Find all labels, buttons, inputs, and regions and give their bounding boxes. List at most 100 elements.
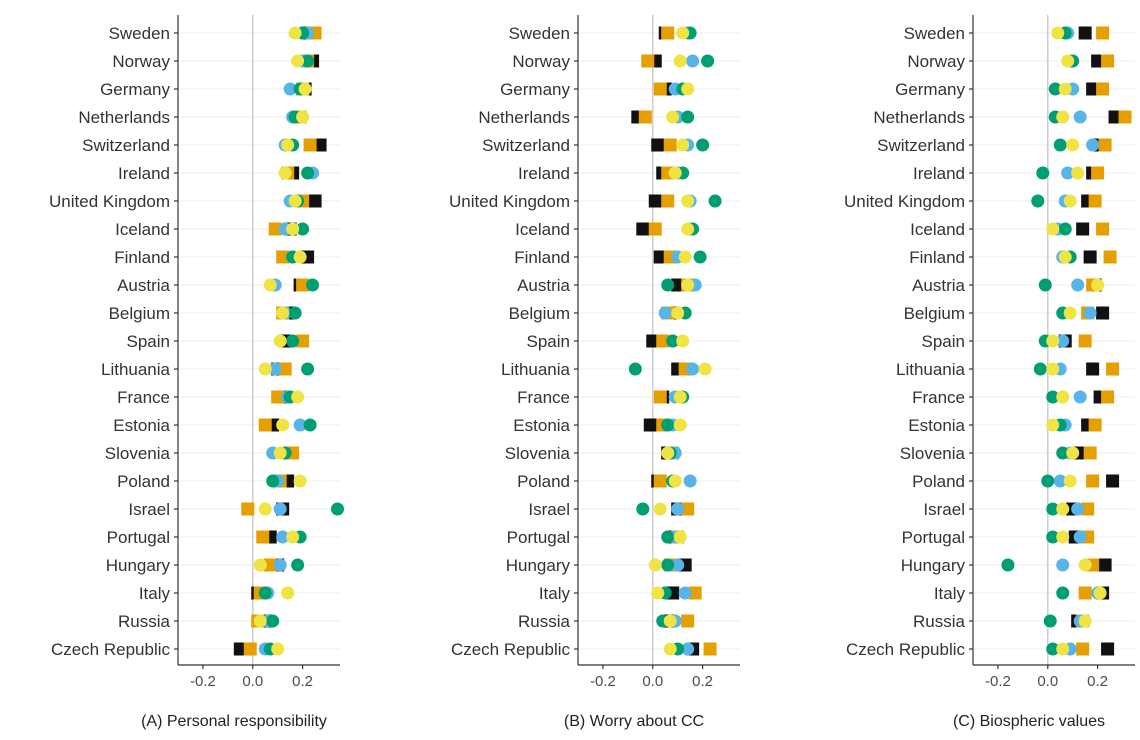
marker-black-square [1078, 26, 1092, 40]
country-label: Ireland [518, 164, 570, 183]
marker-green-circle [696, 138, 710, 152]
marker-yellow-circle [651, 586, 665, 600]
marker-orange-square [278, 362, 292, 376]
country-label: United Kingdom [49, 192, 170, 211]
x-tick-label: 0.2 [1087, 673, 1108, 690]
marker-yellow-circle [288, 26, 302, 40]
marker-orange-square [688, 586, 702, 600]
marker-blue-circle [678, 586, 692, 600]
country-label: Hungary [106, 556, 171, 575]
marker-orange-square [641, 54, 655, 68]
marker-green-circle [1053, 138, 1067, 152]
marker-orange-square [1078, 334, 1092, 348]
marker-yellow-circle [1046, 334, 1060, 348]
marker-yellow-circle [663, 614, 677, 628]
marker-yellow-circle [278, 166, 292, 180]
marker-yellow-circle [673, 54, 687, 68]
marker-yellow-circle [673, 530, 687, 544]
marker-blue-circle [276, 530, 290, 544]
marker-black-square [313, 138, 327, 152]
marker-orange-square [1096, 82, 1110, 96]
marker-yellow-circle [298, 82, 312, 96]
panel-caption: (C) Biospheric values [953, 713, 1105, 730]
marker-yellow-circle [1066, 138, 1080, 152]
marker-blue-circle [1056, 334, 1070, 348]
marker-green-circle [1056, 586, 1070, 600]
marker-yellow-circle [681, 82, 695, 96]
marker-orange-square [681, 614, 695, 628]
country-label: Germany [100, 80, 170, 99]
marker-yellow-circle [1051, 26, 1065, 40]
country-label: Finland [114, 248, 170, 267]
marker-orange-square [681, 502, 695, 516]
marker-yellow-circle [288, 194, 302, 208]
country-label: Slovenia [505, 444, 571, 463]
marker-yellow-circle [678, 250, 692, 264]
marker-blue-circle [1071, 502, 1085, 516]
marker-black-square [1086, 362, 1100, 376]
country-label: Czech Republic [451, 640, 571, 659]
marker-yellow-circle [1078, 558, 1092, 572]
marker-green-circle [301, 166, 315, 180]
marker-yellow-circle [1058, 82, 1072, 96]
marker-green-circle [1041, 474, 1055, 488]
marker-green-circle [636, 502, 650, 516]
country-label: Hungary [901, 556, 966, 575]
country-label: France [912, 388, 965, 407]
country-label: Lithuania [501, 360, 571, 379]
marker-yellow-circle [1056, 642, 1070, 656]
marker-orange-square [1088, 418, 1102, 432]
marker-blue-circle [1071, 278, 1085, 292]
marker-yellow-circle [291, 390, 305, 404]
marker-yellow-circle [1056, 390, 1070, 404]
country-label: Slovenia [900, 444, 966, 463]
x-tick-label: -0.2 [190, 673, 216, 690]
marker-yellow-circle [1093, 586, 1107, 600]
marker-orange-square [1083, 446, 1097, 460]
country-label: Switzerland [82, 136, 170, 155]
marker-yellow-circle [1046, 222, 1060, 236]
marker-yellow-circle [273, 334, 287, 348]
country-label: Belgium [904, 304, 965, 323]
country-label: Spain [527, 332, 570, 351]
marker-orange-square [661, 194, 675, 208]
marker-yellow-circle [271, 642, 285, 656]
marker-yellow-circle [273, 446, 287, 460]
marker-black-square [1083, 250, 1097, 264]
country-label: Portugal [107, 528, 170, 547]
marker-green-circle [291, 558, 305, 572]
marker-green-circle [1058, 222, 1072, 236]
x-tick-label: -0.2 [590, 673, 616, 690]
country-label: Czech Republic [846, 640, 966, 659]
marker-green-circle [1001, 558, 1015, 572]
marker-orange-square [243, 642, 257, 656]
marker-yellow-circle [681, 278, 695, 292]
marker-yellow-circle [648, 558, 662, 572]
country-label: Belgium [109, 304, 170, 323]
country-label: Russia [913, 612, 966, 631]
marker-yellow-circle [1063, 194, 1077, 208]
country-label: Netherlands [478, 108, 570, 127]
marker-yellow-circle [668, 474, 682, 488]
marker-yellow-circle [661, 446, 675, 460]
country-label: Italy [139, 584, 171, 603]
country-label: Austria [517, 276, 570, 295]
marker-yellow-circle [698, 362, 712, 376]
marker-green-circle [1043, 614, 1057, 628]
marker-yellow-circle [296, 110, 310, 124]
marker-green-circle [1031, 194, 1045, 208]
marker-orange-square [1088, 194, 1102, 208]
marker-yellow-circle [676, 26, 690, 40]
marker-orange-square [1098, 138, 1112, 152]
marker-yellow-circle [293, 474, 307, 488]
marker-yellow-circle [293, 250, 307, 264]
panel-1: Sweden Norway Germany Netherlands Switzerlan… [49, 15, 345, 730]
country-label: Ireland [118, 164, 170, 183]
marker-yellow-circle [671, 306, 685, 320]
marker-yellow-circle [1046, 418, 1060, 432]
marker-black-square [1076, 222, 1090, 236]
marker-orange-square [296, 278, 310, 292]
marker-green-circle [303, 418, 317, 432]
